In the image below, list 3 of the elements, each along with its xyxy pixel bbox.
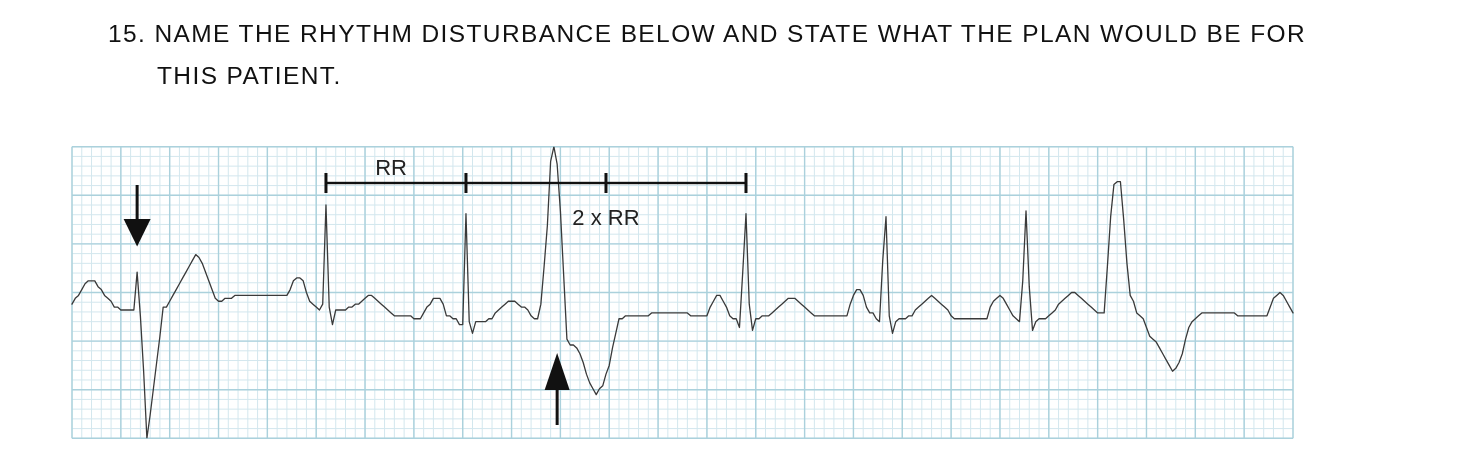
- annotation: 2 x RR: [572, 205, 640, 230]
- annotation: RR: [375, 155, 407, 180]
- chart-title: 15. NAME THE RHYTHM DISTURBANCE BELOW AND STATE WHAT THE PLAN WOULD BE FOR THIS PATIENT.: [108, 19, 1308, 91]
